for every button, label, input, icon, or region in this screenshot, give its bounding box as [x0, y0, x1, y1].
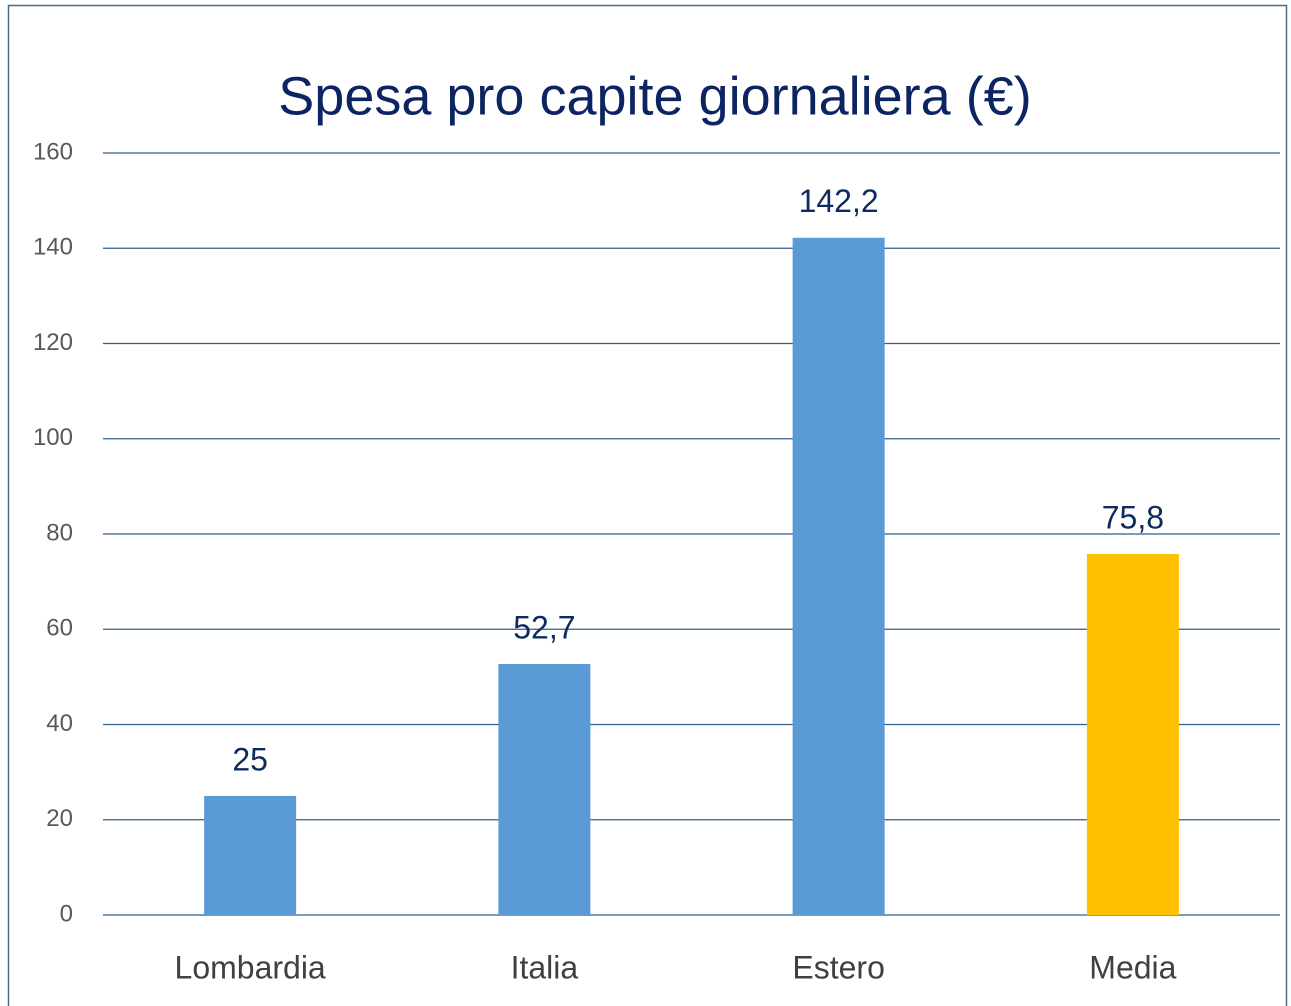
y-tick-label: 80 [46, 519, 73, 546]
y-tick-label: 0 [60, 900, 73, 927]
x-tick-label: Estero [792, 949, 884, 985]
bar [204, 795, 297, 915]
chart-frame [7, 4, 1288, 1006]
x-tick-label: Lombardia [175, 949, 326, 985]
x-tick-label: Italia [511, 949, 579, 985]
value-label: 52,7 [513, 609, 575, 645]
y-tick-label: 140 [33, 234, 73, 261]
y-tick-label: 40 [46, 710, 73, 737]
y-tick-label: 160 [33, 138, 73, 165]
value-label: 25 [232, 741, 268, 777]
bar [498, 664, 591, 915]
y-tick-label: 20 [46, 805, 73, 832]
bar [792, 237, 885, 915]
y-tick-label: 60 [46, 615, 73, 642]
bar [1086, 554, 1179, 915]
value-label: 142,2 [799, 183, 879, 219]
y-tick-label: 120 [33, 329, 73, 356]
y-tick-label: 100 [33, 424, 73, 451]
value-label: 75,8 [1102, 499, 1164, 535]
x-tick-label: Media [1089, 949, 1176, 985]
chart-title: Spesa pro capite giornaliera (€) [278, 66, 1031, 126]
